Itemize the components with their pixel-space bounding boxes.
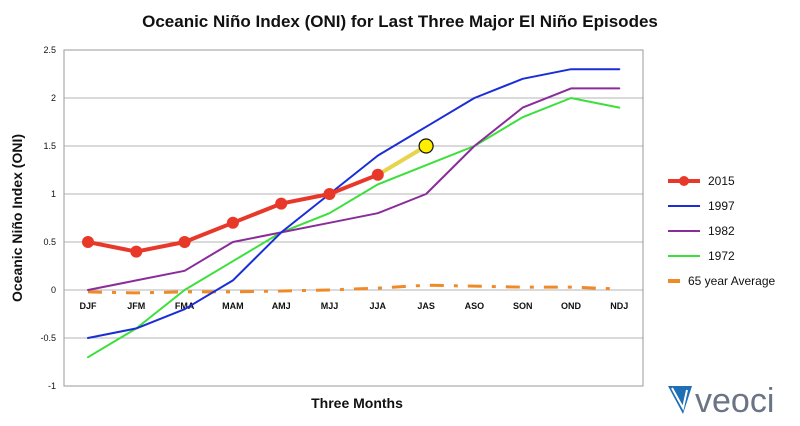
x-tick-label: NDJ (610, 301, 628, 311)
x-tick-label: DJF (79, 301, 97, 311)
series-line-1972 (87, 97, 621, 359)
chart-title: Oceanic Niño Index (ONI) for Last Three … (142, 12, 658, 31)
gridlines (64, 49, 643, 387)
logo-text: veoci (695, 382, 774, 420)
y-tick-label: -0.5 (40, 333, 56, 343)
y-axis-title: Oceanic Niño Index (ONI) (9, 134, 25, 302)
y-tick-label: -1 (48, 381, 56, 391)
legend-label-1972: 1972 (708, 249, 735, 263)
x-tick-label: ASO (465, 301, 485, 311)
legend-label-1982: 1982 (708, 224, 735, 238)
series-point-2015 (82, 236, 94, 248)
series-point-2015 (323, 188, 336, 200)
series-point-2015 (226, 216, 239, 229)
y-tick-label: 1 (51, 189, 56, 199)
series-point-2015 (178, 236, 191, 248)
legend-label-2015: 2015 (708, 174, 735, 188)
y-tick-labels: 2.5 2 1.5 1 0.5 0 -0.5 -1 (40, 45, 56, 391)
series-point-2015 (130, 245, 143, 258)
x-tick-label: FMA (175, 301, 195, 311)
legend-label-1997: 1997 (708, 199, 735, 213)
series-point-2015 (275, 197, 288, 210)
logo-mark-highlight (671, 387, 688, 411)
legend-marker-2015 (679, 176, 689, 186)
y-tick-label: 0.5 (43, 237, 56, 247)
plot-frame (63, 49, 644, 387)
series-line-1982 (87, 87, 621, 291)
forecast-point (418, 138, 434, 154)
x-tick-label: JJA (370, 301, 387, 311)
series-layer (82, 68, 621, 359)
series-line-1997 (87, 68, 621, 339)
y-tick-label: 2.5 (43, 45, 56, 55)
veoci-logo: veoci (662, 376, 796, 422)
x-tick-label: SON (513, 301, 533, 311)
x-tick-label: JAS (417, 301, 435, 311)
x-tick-labels: DJF JFM FMA MAM AMJ MJJ JJA JAS ASO SON OND NDJ (79, 301, 628, 311)
forecast-line (375, 144, 429, 177)
x-axis-title: Three Months (311, 395, 403, 411)
x-tick-label: MJJ (321, 301, 339, 311)
x-tick-label: MAM (222, 301, 244, 311)
x-tick-label: AMJ (272, 301, 291, 311)
legend-label-65-year-average: 65 year Average (688, 274, 776, 288)
x-tick-label: JFM (127, 301, 145, 311)
y-tick-label: 1.5 (43, 141, 56, 151)
legend: 2015 1997 1982 1972 65 year Average (668, 174, 776, 288)
y-tick-label: 2 (51, 93, 56, 103)
x-tick-label: OND (561, 301, 582, 311)
y-tick-label: 0 (51, 285, 56, 295)
series-point-2015 (371, 168, 384, 181)
series-line-65-year-average (87, 283, 620, 295)
